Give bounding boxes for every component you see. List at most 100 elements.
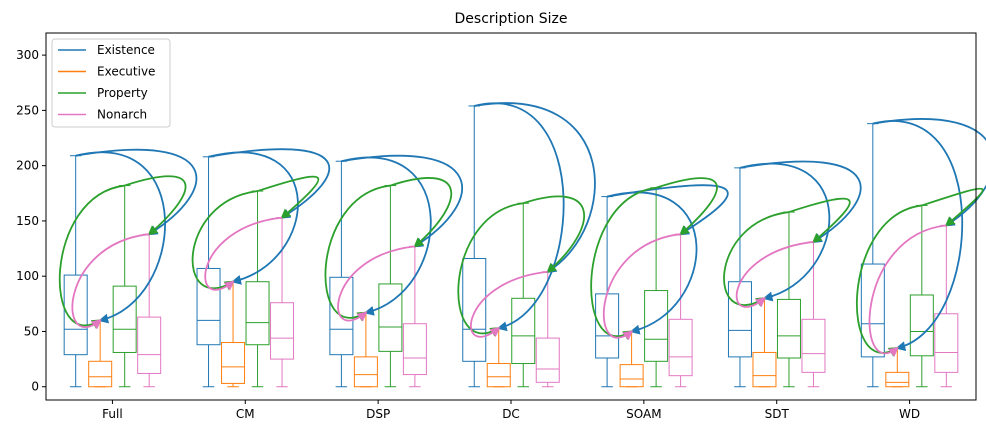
arrow-existence-to-executive-soam [606, 191, 698, 335]
box-body [535, 337, 560, 383]
box-property-dsp [378, 185, 403, 388]
y-tick-label: 150 [16, 214, 39, 228]
arrow-existence-to-nonarch-wd [872, 118, 986, 227]
box-property-full [112, 185, 137, 388]
box-nonarch-soam [668, 233, 693, 388]
arrow-nonarch-to-executive-dc [470, 270, 548, 338]
box-body [462, 258, 487, 362]
arrow-property-to-nonarch-dc [522, 195, 585, 274]
box-existence-full [63, 155, 88, 388]
box-nonarch-dsp [402, 245, 427, 388]
box-nonarch-sdt [801, 241, 826, 388]
box-executive-sdt [752, 297, 777, 388]
arrow-existence-to-executive-cm [208, 151, 299, 285]
y-tick-label: 300 [16, 48, 39, 62]
arrow-existence-to-nonarch-dc [474, 102, 596, 273]
arrow-property-to-nonarch-cm [257, 175, 320, 219]
box-nonarch-full [137, 233, 162, 388]
legend-label-existence: Existence [97, 43, 155, 57]
arrow-existence-to-executive-wd [872, 120, 964, 352]
legend-label-property: Property [97, 86, 148, 100]
x-tick-label: CM [236, 407, 255, 421]
box-body [378, 283, 403, 352]
arrow-property-to-nonarch-soam [655, 177, 718, 236]
boxes-layer [63, 105, 959, 388]
y-tick-label: 100 [16, 269, 39, 283]
arrow-existence-to-nonarch-dsp [341, 154, 463, 248]
y-tick-label: 50 [24, 324, 39, 338]
arrow-existence-to-executive-dc [474, 102, 565, 332]
x-tick-label: DSP [366, 407, 390, 421]
box-existence-wd [860, 123, 885, 388]
x-tick-label: SDT [765, 407, 790, 421]
box-body [353, 356, 378, 388]
box-existence-cm [196, 156, 221, 388]
box-body [934, 313, 959, 373]
box-body [801, 318, 826, 373]
box-body [727, 281, 752, 358]
box-nonarch-wd [934, 224, 959, 388]
arrow-existence-to-executive-dsp [341, 156, 432, 316]
chart-title: Description Size [455, 11, 568, 27]
arrow-property-to-nonarch-wd [921, 187, 984, 227]
box-property-soam [644, 187, 669, 388]
legend-label-executive: Executive [97, 65, 155, 79]
x-tick-label: WD [899, 407, 920, 421]
box-existence-dsp [329, 160, 354, 388]
arrow-existence-to-nonarch-cm [208, 148, 331, 219]
box-existence-sdt [727, 167, 752, 388]
arrow-property-to-executive-dsp [324, 184, 391, 322]
y-tick-label: 200 [16, 159, 39, 173]
x-axis: Full CM DSP DC SOAM SDT WD [102, 400, 920, 421]
box-executive-soam [619, 330, 644, 388]
box-body [486, 363, 511, 388]
arrow-existence-to-nonarch-sdt [739, 160, 862, 243]
y-tick-label: 0 [31, 380, 39, 394]
box-body [752, 351, 777, 388]
arrow-property-to-executive-cm [191, 190, 258, 291]
arrow-property-to-executive-wd [855, 204, 922, 357]
arrow-nonarch-to-executive-full [71, 233, 150, 330]
box-body [270, 302, 295, 360]
y-tick-label: 250 [16, 103, 39, 117]
box-body [776, 298, 801, 359]
plot-area-frame [45, 32, 977, 401]
box-property-cm [245, 190, 270, 388]
arrow-property-to-nonarch-dsp [390, 177, 453, 248]
legend: Existence Executive Property Nonarch [51, 38, 171, 128]
box-body [644, 290, 669, 362]
box-executive-dsp [353, 312, 378, 388]
box-property-dc [511, 202, 536, 388]
x-tick-label: SOAM [626, 407, 661, 421]
box-body [221, 342, 246, 384]
box-executive-cm [221, 281, 246, 388]
arrow-property-to-executive-soam [590, 186, 657, 340]
arrow-property-to-nonarch-full [124, 175, 187, 236]
legend-frame [51, 38, 171, 128]
box-body [245, 281, 270, 346]
arrow-property-to-executive-sdt [723, 211, 790, 307]
box-body [88, 360, 113, 388]
arrow-nonarch-to-executive-sdt [735, 241, 814, 308]
box-body [885, 371, 910, 388]
box-body [196, 267, 221, 346]
y-axis: 0 50 100 150 200 250 300 [16, 48, 46, 394]
box-body [137, 316, 162, 374]
box-executive-dc [486, 327, 511, 388]
arrow-nonarch-to-executive-cm [204, 216, 283, 291]
box-nonarch-cm [270, 217, 295, 388]
arrows-layer [58, 102, 986, 357]
box-body [112, 285, 137, 353]
x-tick-label: DC [502, 407, 520, 421]
box-body [668, 318, 693, 377]
box-body [511, 297, 536, 365]
arrow-existence-to-nonarch-full [75, 148, 198, 236]
arrow-property-to-executive-dc [457, 202, 524, 337]
x-tick-label: Full [102, 407, 123, 421]
arrow-property-to-executive-full [58, 184, 125, 329]
arrow-existence-to-executive-sdt [739, 162, 831, 302]
box-body [63, 274, 88, 356]
arrow-nonarch-to-executive-dsp [337, 245, 415, 322]
legend-label-nonarch: Nonarch [97, 108, 147, 122]
